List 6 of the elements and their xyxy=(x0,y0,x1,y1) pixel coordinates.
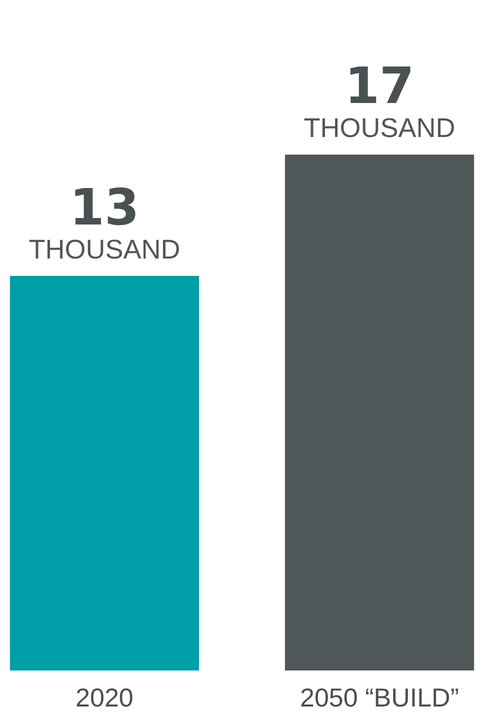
annotation: THOUSAND xyxy=(28,234,180,264)
data-label: 17 xyxy=(344,57,414,116)
annotation: THOUSAND xyxy=(304,113,456,144)
x-tick-label: 2050 “BUILD” xyxy=(300,682,459,712)
data-label: 13 xyxy=(70,178,140,236)
x-tick-label: 2020 xyxy=(76,682,134,712)
